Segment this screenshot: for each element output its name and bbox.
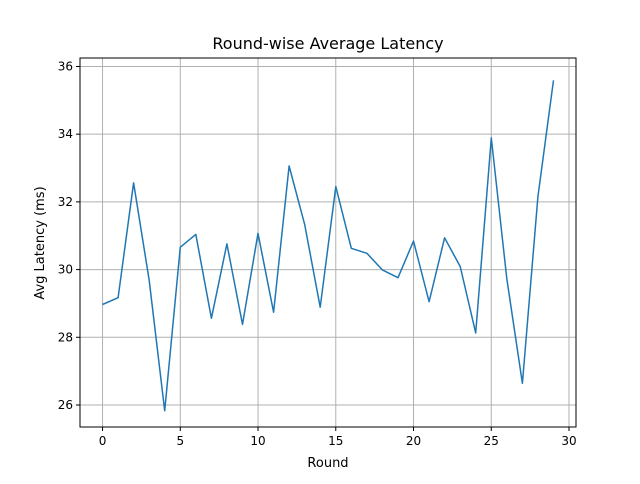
x-tick-label: 5 bbox=[176, 434, 184, 448]
x-tick-label: 30 bbox=[561, 434, 576, 448]
y-tick-label: 28 bbox=[58, 330, 73, 344]
series-line bbox=[103, 80, 554, 411]
y-tick-label: 30 bbox=[58, 263, 73, 277]
ticks: 0 5 10 15 20 25 30 26 28 30 32 34 36 bbox=[58, 59, 577, 448]
x-tick-label: 25 bbox=[484, 434, 499, 448]
x-tick-label: 10 bbox=[250, 434, 265, 448]
x-tick-label: 15 bbox=[328, 434, 343, 448]
y-axis-label: Avg Latency (ms) bbox=[33, 186, 48, 299]
y-tick-label: 34 bbox=[58, 127, 73, 141]
y-tick-label: 26 bbox=[58, 398, 73, 412]
x-tick-label: 0 bbox=[99, 434, 107, 448]
x-axis-label: Round bbox=[307, 456, 348, 471]
y-tick-label: 36 bbox=[58, 59, 73, 73]
y-tick-label: 32 bbox=[58, 195, 73, 209]
x-tick-label: 20 bbox=[406, 434, 421, 448]
chart-title: Round-wise Average Latency bbox=[212, 34, 443, 53]
series-layer bbox=[103, 80, 554, 411]
